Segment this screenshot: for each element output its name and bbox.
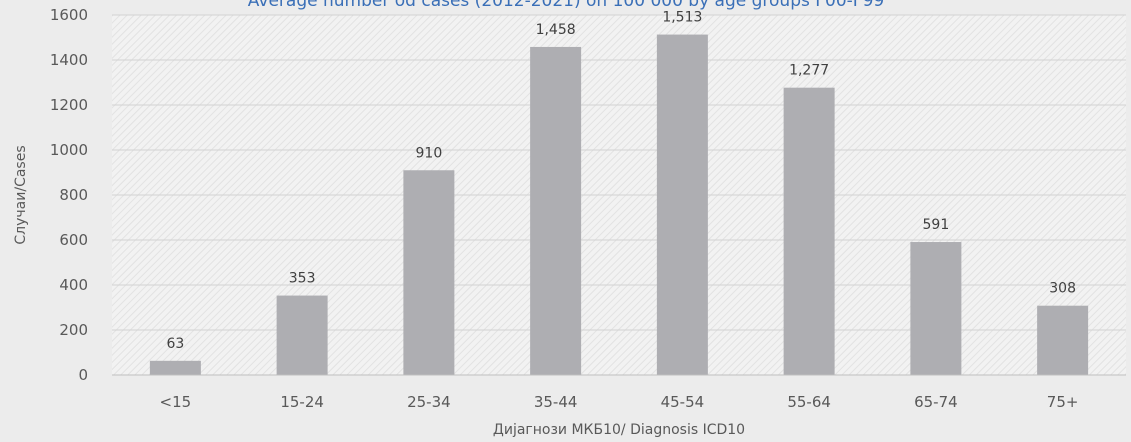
y-tick-label: 1200 (50, 96, 88, 114)
x-tick-label: 35-44 (534, 393, 578, 411)
data-label: 591 (923, 217, 950, 233)
data-label: 308 (1049, 281, 1076, 297)
x-axis-ticks: <15 15-24 25-34 35-44 45-54 55-64 65-74 75+ (160, 393, 1079, 411)
x-tick-label: 75+ (1047, 393, 1079, 411)
x-tick-label: <15 (160, 393, 192, 411)
y-axis-title: Случаи/Cases (13, 145, 29, 244)
data-labels: 63 353 910 1,458 1,513 1,277 591 308 (166, 10, 1076, 352)
y-tick-label: 400 (59, 276, 88, 294)
x-tick-label: 55-64 (787, 393, 831, 411)
y-tick-label: 0 (78, 366, 88, 384)
x-tick-label: 45-54 (661, 393, 705, 411)
bar (1037, 305, 1089, 375)
data-label: 63 (166, 336, 184, 352)
y-axis-ticks: 0 200 400 600 800 1000 1200 1400 1600 (50, 6, 88, 384)
y-tick-label: 600 (59, 231, 88, 249)
data-label: 1,513 (662, 10, 702, 26)
x-tick-label: 65-74 (914, 393, 958, 411)
data-label: 1,277 (789, 63, 829, 79)
bar (910, 242, 962, 375)
x-tick-label: 25-34 (407, 393, 451, 411)
data-label: 353 (289, 271, 316, 287)
bars (149, 34, 1089, 376)
y-tick-label: 200 (59, 321, 88, 339)
bar (530, 46, 582, 375)
bar (403, 170, 455, 375)
y-tick-label: 1600 (50, 6, 88, 24)
chart-title: Average number od cases (2012-2021) on 1… (248, 0, 884, 11)
bar (149, 360, 201, 375)
y-tick-label: 1000 (50, 141, 88, 159)
data-label: 910 (416, 145, 443, 161)
y-tick-label: 800 (59, 186, 88, 204)
x-tick-label: 15-24 (280, 393, 324, 411)
y-tick-label: 1400 (50, 51, 88, 69)
x-axis-title: Дијагнози МКБ10/ Diagnosis ICD10 (493, 422, 745, 438)
data-label: 1,458 (536, 22, 576, 38)
bar (656, 34, 708, 375)
bar (276, 295, 328, 375)
bar (783, 87, 835, 376)
